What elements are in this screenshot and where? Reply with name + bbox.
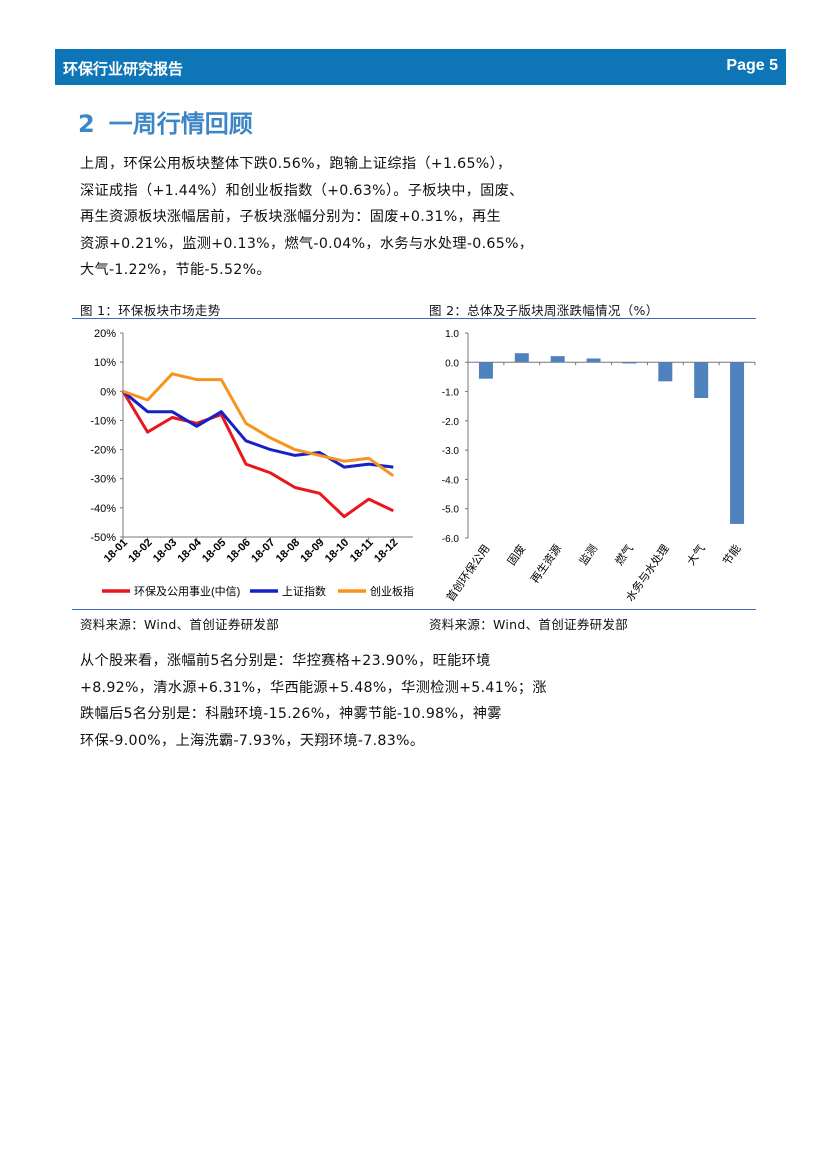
y-tick-label: -10% [90, 415, 116, 427]
x-tick-label: 18-03 [151, 537, 179, 565]
text-line: 跌幅后5名分别是：科融环境-15.26%，神雾节能-10.98%，神雾 [80, 706, 502, 722]
y-tick-label: -3.0 [442, 446, 460, 457]
y-tick-label: 20% [94, 328, 116, 340]
x-tick-label: 18-12 [372, 537, 400, 565]
x-tick-label: 18-11 [348, 537, 376, 565]
text-line: 资源+0.21%，监测+0.13%，燃气-0.04%，水务与水处理-0.65%， [80, 235, 534, 252]
figure1-caption: 图 1：环保板块市场走势 [80, 303, 221, 318]
figure2-source: 资料来源：Wind、首创证券研发部 [429, 617, 629, 632]
x-tick-label: 18-05 [200, 537, 228, 565]
bar [658, 362, 673, 382]
x-tick-label: 18-10 [323, 537, 351, 565]
figure-bottom-rule [72, 609, 756, 610]
text-line: 大气-1.22%，节能-5.52%。 [80, 262, 271, 278]
x-tick-label: 18-07 [249, 537, 277, 565]
x-tick-label: 18-08 [274, 537, 302, 565]
x-tick-label: 18-06 [225, 537, 253, 565]
y-tick-label: 10% [94, 357, 116, 369]
y-tick-label: -1.0 [442, 388, 460, 399]
text-line: +8.92%，清水源+6.31%，华西能源+5.48%，华测检测+5.41%；涨 [80, 679, 547, 696]
bar [622, 362, 637, 364]
y-tick-label: -4.0 [442, 475, 460, 486]
y-tick-label: -6.0 [442, 534, 460, 545]
section-title: 一周行情回顾 [108, 110, 253, 138]
y-tick-label: -40% [90, 503, 116, 515]
series-line [121, 390, 394, 519]
x-category-label: 首创环保公用 [443, 542, 492, 604]
bar [478, 362, 493, 379]
stocks-paragraph: 从个股来看，涨幅前5名分别是：华控赛格+23.90%，旺能环境 +8.92%，清… [80, 648, 580, 754]
y-tick-label: -20% [90, 445, 116, 457]
page-header: 环保行业研究报告 Page 5 [55, 49, 786, 85]
text-line: 从个股来看，涨幅前5名分别是：华控赛格+23.90%，旺能环境 [80, 653, 491, 669]
bar [586, 358, 601, 363]
y-tick-label: 1.0 [445, 329, 459, 340]
bar [694, 362, 709, 399]
y-tick-label: -2.0 [442, 417, 460, 428]
figure1-source: 资料来源：Wind、首创证券研发部 [80, 617, 280, 632]
section-number: 2 [78, 110, 95, 138]
legend-label: 环保及公用事业(中信) [134, 584, 240, 598]
x-category-label: 固废 [504, 542, 528, 568]
report-title: 环保行业研究报告 [63, 60, 184, 78]
bar [514, 353, 529, 363]
bar [550, 356, 565, 363]
x-category-label: 再生资源 [527, 542, 564, 586]
text-line: 深证成指（+1.44%）和创业板指数（+0.63%）。子板块中，固废、 [80, 182, 524, 199]
text-line: 环保-9.00%，上海洗霸-7.93%，天翔环境-7.83%。 [80, 732, 425, 749]
section-heading: 2 一周行情回顾 [78, 104, 253, 139]
bar [730, 362, 745, 524]
text-line: 上周，环保公用板块整体下跌0.56%，跑输上证综指（+1.65%）， [80, 156, 512, 172]
x-category-label: 节能 [719, 542, 743, 568]
market-trend-line-chart: 20%10%0%-10%-20%-30%-40%-50%18-0118-0218… [90, 328, 414, 598]
y-tick-label: -5.0 [442, 505, 460, 516]
series-line [122, 390, 394, 469]
summary-paragraph: 上周，环保公用板块整体下跌0.56%，跑输上证综指（+1.65%）， 深证成指（… [80, 151, 580, 284]
page-number: Page 5 [726, 57, 778, 74]
y-tick-label: 0% [100, 386, 116, 398]
legend-label: 创业板指 [370, 584, 414, 598]
x-tick-label: 18-04 [175, 536, 204, 565]
x-tick-label: 18-09 [298, 537, 326, 565]
y-tick-label: -30% [90, 474, 116, 486]
y-tick-label: 0.0 [445, 358, 459, 369]
series-line [122, 372, 395, 478]
figure2-caption: 图 2：总体及子版块周涨跌幅情况（%） [429, 303, 659, 318]
x-category-label: 燃气 [612, 542, 636, 568]
figure-top-rule [72, 318, 756, 319]
y-tick-label: -50% [90, 532, 116, 544]
x-category-label: 大气 [684, 542, 708, 568]
legend-label: 上证指数 [282, 584, 326, 598]
x-category-label: 监测 [577, 542, 600, 567]
text-line: 再生资源板块涨幅居前，子板块涨幅分别为：固废+0.31%，再生 [80, 209, 501, 225]
x-tick-label: 18-02 [126, 537, 154, 565]
